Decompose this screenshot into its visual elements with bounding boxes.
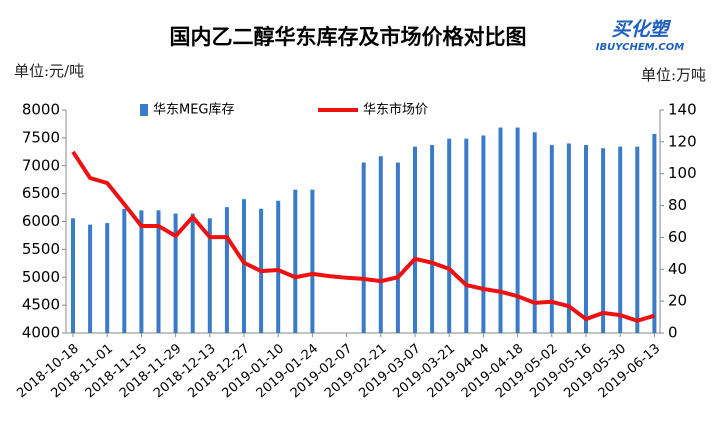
y-tick-label: 6000 — [22, 212, 60, 230]
bar — [242, 199, 246, 333]
bar — [584, 145, 588, 333]
logo: 买化塑 — [611, 19, 671, 41]
y2-tick-label: 140 — [668, 101, 697, 119]
bar — [71, 218, 75, 333]
y-tick-label: 4500 — [22, 296, 60, 314]
legend-label: 华东市场价 — [363, 102, 428, 118]
y2-tick-label: 0 — [668, 324, 678, 342]
chart-title: 国内乙二醇华东库存及市场价格对比图 — [170, 25, 527, 49]
y-tick-label: 8000 — [22, 101, 60, 119]
bar — [105, 223, 110, 333]
y2-tick-label: 20 — [668, 292, 687, 310]
bar — [447, 138, 452, 333]
y-tick-label: 6500 — [22, 184, 60, 202]
y2-unit: 单位:万吨 — [641, 66, 706, 84]
y-tick-label: 4000 — [22, 324, 60, 342]
bar — [498, 127, 503, 334]
y-tick-label: 5500 — [22, 240, 60, 258]
y2-tick-label: 40 — [668, 260, 687, 278]
bar — [601, 148, 606, 333]
bar — [190, 213, 195, 333]
y2-tick-label: 100 — [668, 164, 697, 182]
line — [71, 150, 655, 323]
bar — [207, 218, 212, 333]
legend-label: 华东MEG库存 — [153, 102, 235, 118]
y2-tick-label: 60 — [668, 228, 687, 246]
bar — [378, 156, 383, 333]
bar — [173, 213, 178, 333]
y-tick-label: 7500 — [22, 128, 60, 146]
y-tick-label: 5000 — [22, 268, 60, 286]
legend-swatch — [140, 104, 148, 116]
bar — [464, 138, 469, 333]
bar — [395, 162, 400, 333]
logo-sub: IBUYCHEM.COM — [596, 42, 684, 53]
bar — [430, 145, 435, 333]
bar — [549, 145, 554, 333]
bar — [88, 224, 93, 333]
bar — [310, 189, 315, 333]
bar — [481, 135, 486, 333]
bar — [515, 127, 520, 334]
bar — [122, 208, 127, 333]
y-tick-label: 7000 — [22, 156, 60, 174]
bar — [566, 143, 571, 333]
y2-tick-label: 80 — [668, 196, 687, 214]
bar — [652, 133, 657, 333]
bar — [276, 200, 281, 333]
y-unit: 单位:元/吨 — [14, 62, 84, 80]
bar — [361, 162, 366, 333]
bar — [413, 146, 417, 333]
bar — [156, 210, 161, 333]
bar — [635, 146, 640, 333]
bar — [293, 189, 298, 333]
y2-tick-label: 120 — [668, 132, 697, 150]
bar — [139, 210, 144, 333]
bar — [224, 207, 229, 333]
bar — [532, 132, 537, 333]
bar — [618, 146, 623, 333]
